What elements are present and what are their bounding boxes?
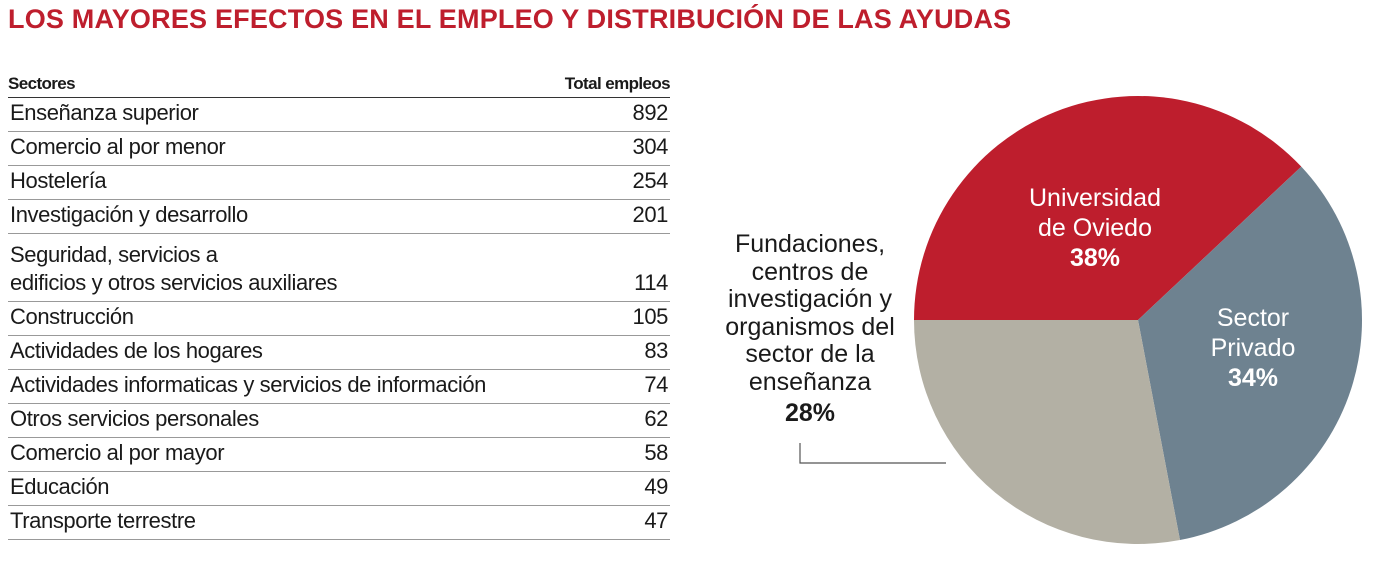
sector-name: Transporte terrestre: [10, 508, 196, 533]
slice-value: 34%: [1227, 364, 1279, 392]
pie-slice-1: [1138, 166, 1363, 541]
table-row: Construcción 105: [8, 302, 670, 336]
slice-label-0: Universidad de Oviedo 38%: [965, 183, 1225, 273]
sector-name: Construcción: [10, 304, 134, 329]
sector-total: 49: [644, 474, 668, 499]
pie-slice-0: [914, 96, 1302, 320]
table-row: Comercio al por mayor 58: [8, 438, 670, 472]
table-row: Transporte terrestre 47: [8, 506, 670, 540]
slice-label-2: Fundaciones, centros de investigación y org…: [680, 230, 940, 428]
leader-line: [799, 443, 946, 464]
slice-label-1: Sector Privado 34%: [1123, 303, 1374, 393]
sector-name: Actividades informaticas y servicios de …: [10, 372, 487, 397]
sector-total: 105: [632, 304, 668, 329]
sector-name: Enseñanza superior: [10, 100, 199, 125]
slice-label-line: de Oviedo: [1038, 214, 1152, 242]
sector-name: Hostelería: [10, 168, 107, 193]
slice-label-line: Sector: [1216, 304, 1290, 332]
sector-name: Comercio al por mayor: [10, 440, 225, 465]
slice-label-line: centros de: [751, 257, 869, 286]
table-row: Investigación y desarrollo 201: [8, 200, 670, 234]
table-row: Educación 49: [8, 472, 670, 506]
sector-name: Comercio al por menor: [10, 134, 226, 159]
slice-label-line: Privado: [1210, 334, 1296, 362]
slice-value: 28%: [784, 399, 836, 427]
sector-total: 47: [644, 508, 668, 533]
table-row: Actividades informaticas y servicios de …: [8, 370, 670, 404]
table-row: Actividades de los hogares 83: [8, 336, 670, 370]
sector-total: 74: [644, 372, 668, 397]
slice-label-line: enseñanza: [748, 367, 872, 396]
sector-total: 114: [634, 270, 668, 295]
sector-name: Seguridad, servicios a edificios y otros…: [10, 242, 338, 295]
slice-label-line: investigación y: [728, 285, 892, 313]
table-row: Comercio al por menor 304: [8, 132, 670, 166]
sector-name: Educación: [10, 474, 110, 499]
header-total-empleos: Total empleos: [564, 74, 671, 93]
sector-total: 254: [632, 168, 668, 193]
sector-total: 892: [632, 100, 668, 125]
sector-total: 304: [632, 134, 668, 159]
table-header: Sectores Total empleos: [8, 74, 671, 98]
sector-name: Investigación y desarrollo: [10, 202, 248, 227]
pie-slice-2: [914, 320, 1180, 544]
table-row: Hostelería 254: [8, 166, 670, 200]
chart-title: LOS MAYORES EFECTOS EN EL EMPLEO Y DISTR…: [8, 4, 1012, 34]
slice-value: 38%: [1069, 244, 1121, 272]
slice-label-line: sector de la: [745, 340, 875, 368]
slice-label-line: Universidad: [1028, 184, 1161, 212]
sector-name: Actividades de los hogares: [10, 338, 263, 363]
table-row: Enseñanza superior 892: [8, 98, 670, 132]
slice-label-line: organismos del: [725, 312, 895, 341]
sector-total: 62: [644, 406, 668, 431]
sector-total: 201: [632, 202, 668, 227]
table-row: Seguridad, servicios a edificios y otros…: [8, 234, 670, 302]
header-sectores: Sectores: [8, 74, 76, 93]
sector-total: 58: [644, 440, 668, 465]
sector-total: 83: [644, 338, 668, 363]
table-row: Otros servicios personales 62: [8, 404, 670, 438]
slice-label-line: Fundaciones,: [734, 230, 886, 258]
sectors-table: Sectores Total empleos Enseñanza superio…: [8, 74, 671, 540]
sector-name: Otros servicios personales: [10, 406, 259, 431]
